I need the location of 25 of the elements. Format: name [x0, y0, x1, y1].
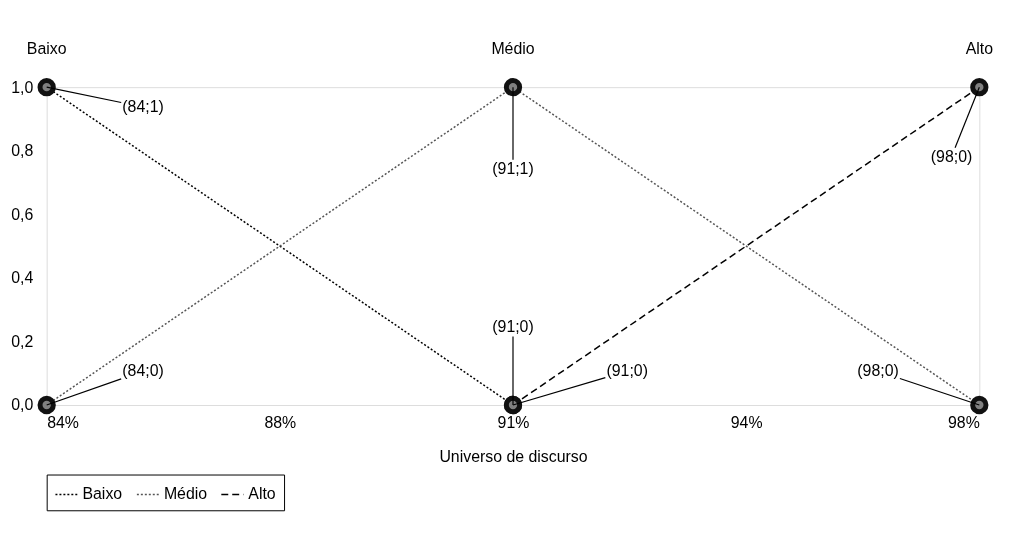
- y-tick-label: 0,4: [11, 269, 34, 287]
- annotation: Alto: [965, 40, 994, 58]
- y-tick-label: 0,2: [11, 332, 34, 350]
- annotation: Baixo: [26, 40, 67, 58]
- x-tick-label: 94%: [730, 414, 763, 432]
- x-tick-label: 98%: [948, 414, 980, 432]
- annotation: (84;0): [122, 362, 164, 380]
- annotation: Médio: [491, 40, 535, 58]
- legend-label: Alto: [248, 485, 276, 503]
- annotation: (91;0): [492, 318, 534, 336]
- y-tick-label: 0,8: [11, 142, 34, 160]
- y-tick-label: 0,0: [11, 396, 34, 414]
- annotation: (98;0): [857, 362, 899, 380]
- annotation: (84;1): [122, 97, 164, 115]
- x-tick-label: 84%: [47, 414, 79, 432]
- annotation: (98;0): [930, 147, 973, 165]
- legend-label: Médio: [163, 485, 208, 503]
- x-axis-title: Universo de discurso: [439, 448, 588, 466]
- x-tick-label: 88%: [264, 414, 297, 432]
- annotation: (91;1): [492, 159, 534, 177]
- x-tick-label: 91%: [497, 414, 530, 432]
- y-tick-label: 1,0: [11, 78, 34, 96]
- annotation: (91;0): [606, 362, 648, 380]
- legend-label: Baixo: [82, 485, 123, 503]
- y-tick-label: 0,6: [11, 205, 34, 223]
